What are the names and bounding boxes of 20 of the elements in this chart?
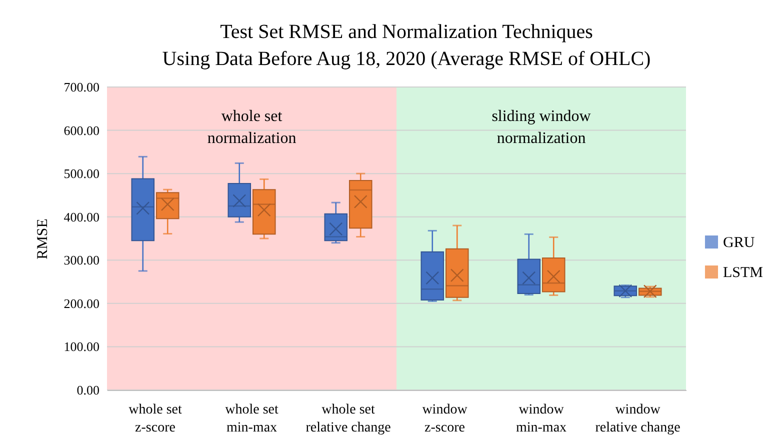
x-tick-label: whole set min-max	[225, 402, 278, 436]
y-tick-label: 0.00	[76, 382, 100, 398]
x-tick-label: window z-score	[422, 402, 468, 436]
y-axis-title: RMSE	[34, 218, 51, 260]
y-tick-label: 400.00	[64, 209, 100, 224]
y-tick-label: 500.00	[64, 166, 100, 182]
band-label: whole set normalization	[207, 108, 296, 147]
y-tick-label: 700.00	[64, 80, 100, 94]
chart-title: Test Set RMSE and Normalization Techniques Using Data Before Aug 18, 2020 (Average RMSE of OHLC)	[162, 21, 651, 70]
legend-label: LSTM	[723, 265, 764, 281]
legend-label: GRU	[723, 235, 755, 251]
x-tick-label: whole set relative change	[306, 402, 391, 436]
x-tick-label: whole set z-score	[128, 402, 182, 436]
x-tick-label: window min-max	[516, 402, 567, 436]
x-tick-label: window relative change	[595, 402, 680, 436]
y-tick-label: 100.00	[64, 339, 100, 354]
y-tick-label: 200.00	[64, 296, 100, 311]
y-tick-label: 300.00	[64, 252, 100, 268]
y-tick-label: 600.00	[64, 122, 100, 138]
band-label: sliding window normalization	[492, 108, 592, 147]
